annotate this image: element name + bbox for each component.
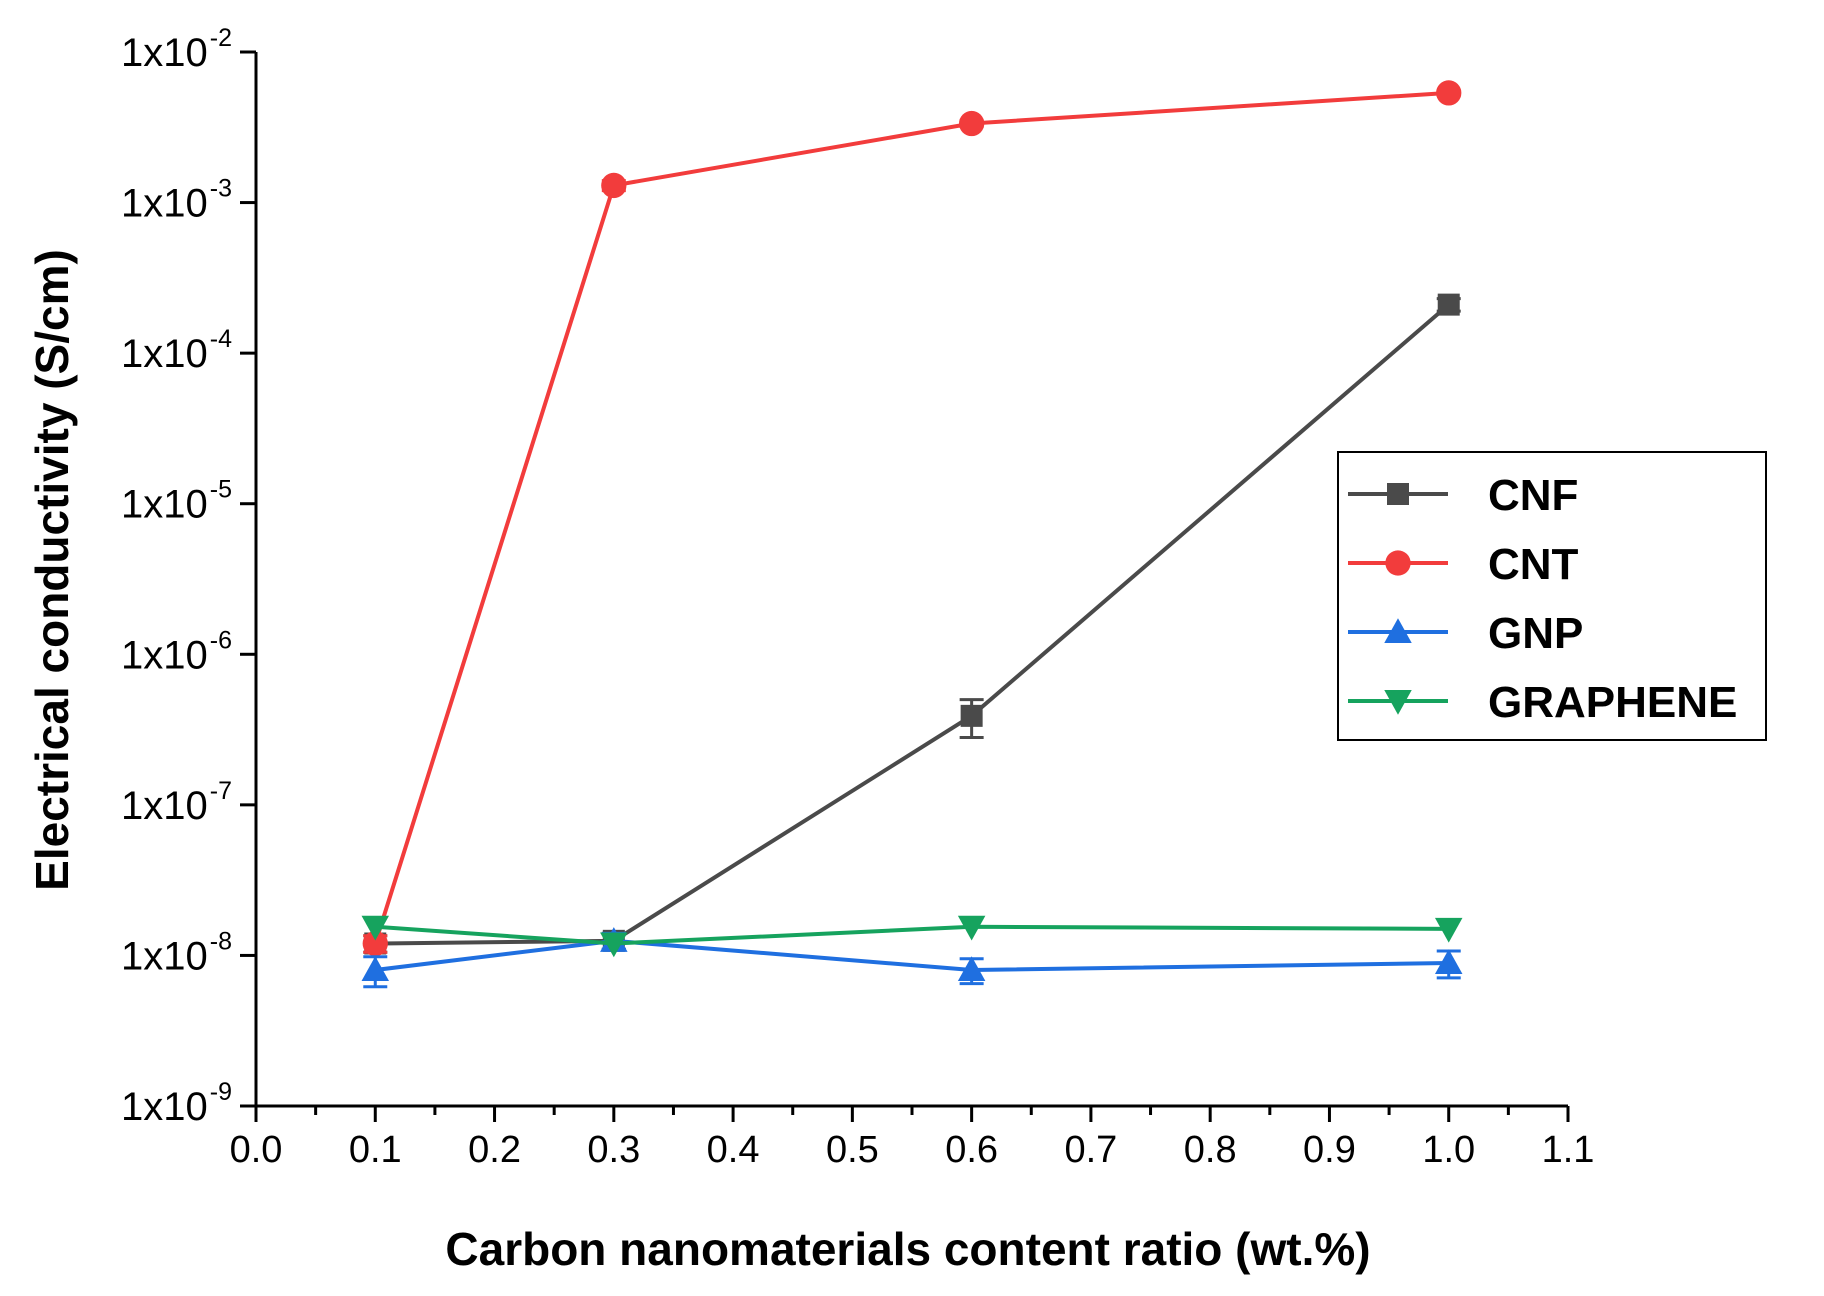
y-tick-base: 1x10 [121,182,208,226]
y-tick-exponent: -7 [210,777,232,805]
data-point-gnp [1434,949,1463,975]
legend-marker [1385,550,1411,576]
data-point-graphene [600,932,628,958]
axes: 0.0 0.1 0.2 0.3 0.4 0.5 0.6 0.7 0.8 0.9 1.0 1.1 1x10… [121,24,1594,1171]
series-line-cnt [373,90,1449,945]
y-tick-exponent: -6 [210,626,232,654]
y-tick-base: 1x10 [121,332,208,376]
data-point-cnt [362,930,388,957]
y-tick-label: 1x10 -8 [121,927,232,978]
y-tick-exponent: -2 [210,24,232,52]
y-tick-label: 1x10 -5 [121,476,232,527]
data-point-cnf [1437,293,1460,316]
x-tick-label: 0.7 [1064,1129,1117,1171]
legend-item-graphene: GRAPHENE [1348,678,1737,727]
y-tick-base: 1x10 [121,633,208,677]
y-tick-label: 1x10 -9 [121,1078,232,1129]
legend-label: CNT [1488,540,1579,589]
series-graphene [361,915,1463,958]
y-tick-exponent: -9 [210,1078,232,1106]
y-tick-base: 1x10 [121,31,208,75]
series-line-gnp [375,938,1449,973]
data-point-cnt [601,172,627,199]
series-line-graphene [375,924,1449,946]
y-tick-base: 1x10 [121,784,208,828]
data-point-cnt [1436,80,1462,106]
legend-label: CNF [1488,471,1578,520]
data-point-cnt [958,110,985,137]
legend-item-gnp: GNP [1348,609,1583,658]
x-tick-label: 1.0 [1422,1129,1475,1171]
x-tick-label: 0.0 [230,1129,283,1171]
data-point-cnf [960,704,983,727]
x-tick-label: 0.6 [945,1129,998,1171]
x-tick-label: 0.4 [707,1129,760,1171]
y-axis-title: Electrical conductivity (S/cm) [26,249,78,891]
y-tick-label: 1x10 -4 [121,325,232,376]
data-point-graphene [957,915,986,941]
x-tick-label: 0.8 [1184,1129,1237,1171]
x-axis-title: Carbon nanomaterials content ratio (wt.%… [445,1223,1370,1275]
x-tick-label: 0.3 [587,1129,640,1171]
data-point-gnp [957,956,986,982]
x-tick-label: 0.2 [468,1129,521,1171]
y-tick-label: 1x10 -2 [121,24,232,75]
legend-item-cnt: CNT [1348,540,1579,589]
y-tick-base: 1x10 [121,1085,208,1129]
y-tick-label: 1x10 -7 [121,777,232,828]
y-tick-base: 1x10 [121,934,208,978]
data-point-gnp [361,956,390,982]
series-line-cnf [375,303,1451,946]
x-tick-label: 0.9 [1303,1129,1356,1171]
series-cnt [362,80,1462,957]
legend-label: GRAPHENE [1488,678,1737,727]
legend-marker [1384,690,1412,715]
series-cnf [363,293,1461,955]
legend-marker [1384,618,1412,643]
legend-item-cnf: CNF [1348,471,1578,520]
y-tick-exponent: -4 [210,325,232,353]
y-tick-label: 1x10 -6 [121,626,232,677]
legend: CNF CNT GNP GRAPHENE [1337,451,1767,741]
y-tick-base: 1x10 [121,483,208,527]
legend-label: GNP [1488,609,1583,658]
data-point-graphene [1434,917,1463,943]
y-tick-label: 1x10 -3 [121,175,232,226]
x-tick-label: 0.5 [826,1129,879,1171]
legend-marker [1387,483,1409,505]
y-tick-exponent: -3 [210,175,232,203]
plot-area [361,80,1463,989]
data-point-graphene [361,915,390,941]
y-tick-exponent: -5 [210,476,232,504]
x-tick-label: 1.1 [1542,1129,1595,1171]
y-tick-exponent: -8 [210,927,232,955]
x-tick-label: 0.1 [349,1129,402,1171]
